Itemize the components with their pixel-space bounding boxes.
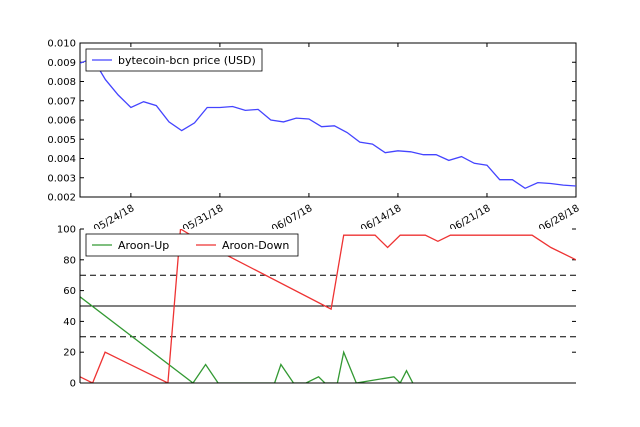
y-tick-label: 0.008 [47, 77, 76, 88]
y-tick-label: 100 [57, 225, 76, 236]
aroon-series-line [80, 296, 414, 383]
y-tick-label: 60 [63, 286, 76, 297]
y-tick-label: 0.005 [47, 135, 76, 146]
y-tick-label: 0.002 [47, 193, 76, 204]
aroon-chart: 100 80 60 40 20 0 Aroon-Up Aroon-Down [57, 225, 576, 390]
legend: Aroon-Up Aroon-Down [85, 233, 299, 257]
legend-frame [85, 233, 299, 257]
series-group [80, 229, 576, 383]
y-tick-label: 0 [70, 379, 76, 390]
legend-label: Aroon-Down [222, 239, 289, 252]
legend-frame [85, 48, 263, 72]
y-tick-label: 0.010 [47, 39, 76, 50]
y-tick-label: 20 [63, 348, 76, 359]
aroon-series-line [80, 229, 576, 383]
price-series-line [79, 57, 577, 190]
y-tick-label: 40 [63, 317, 76, 328]
y-tick-label: 0.007 [47, 96, 76, 107]
price-chart: 0.010 0.009 0.008 0.007 0.006 0.005 0.004 0.003… [47, 39, 581, 235]
legend: bytecoin-bcn price (USD) [85, 48, 263, 72]
y-tick-label: 0.006 [47, 116, 76, 127]
y-tick-label: 0.003 [47, 173, 76, 184]
y-tick-label: 80 [63, 255, 76, 266]
y-tick-label: 0.009 [47, 58, 76, 69]
legend-label: bytecoin-bcn price (USD) [118, 54, 256, 67]
legend-label: Aroon-Up [118, 239, 169, 252]
y-tick-label: 0.004 [47, 154, 76, 165]
